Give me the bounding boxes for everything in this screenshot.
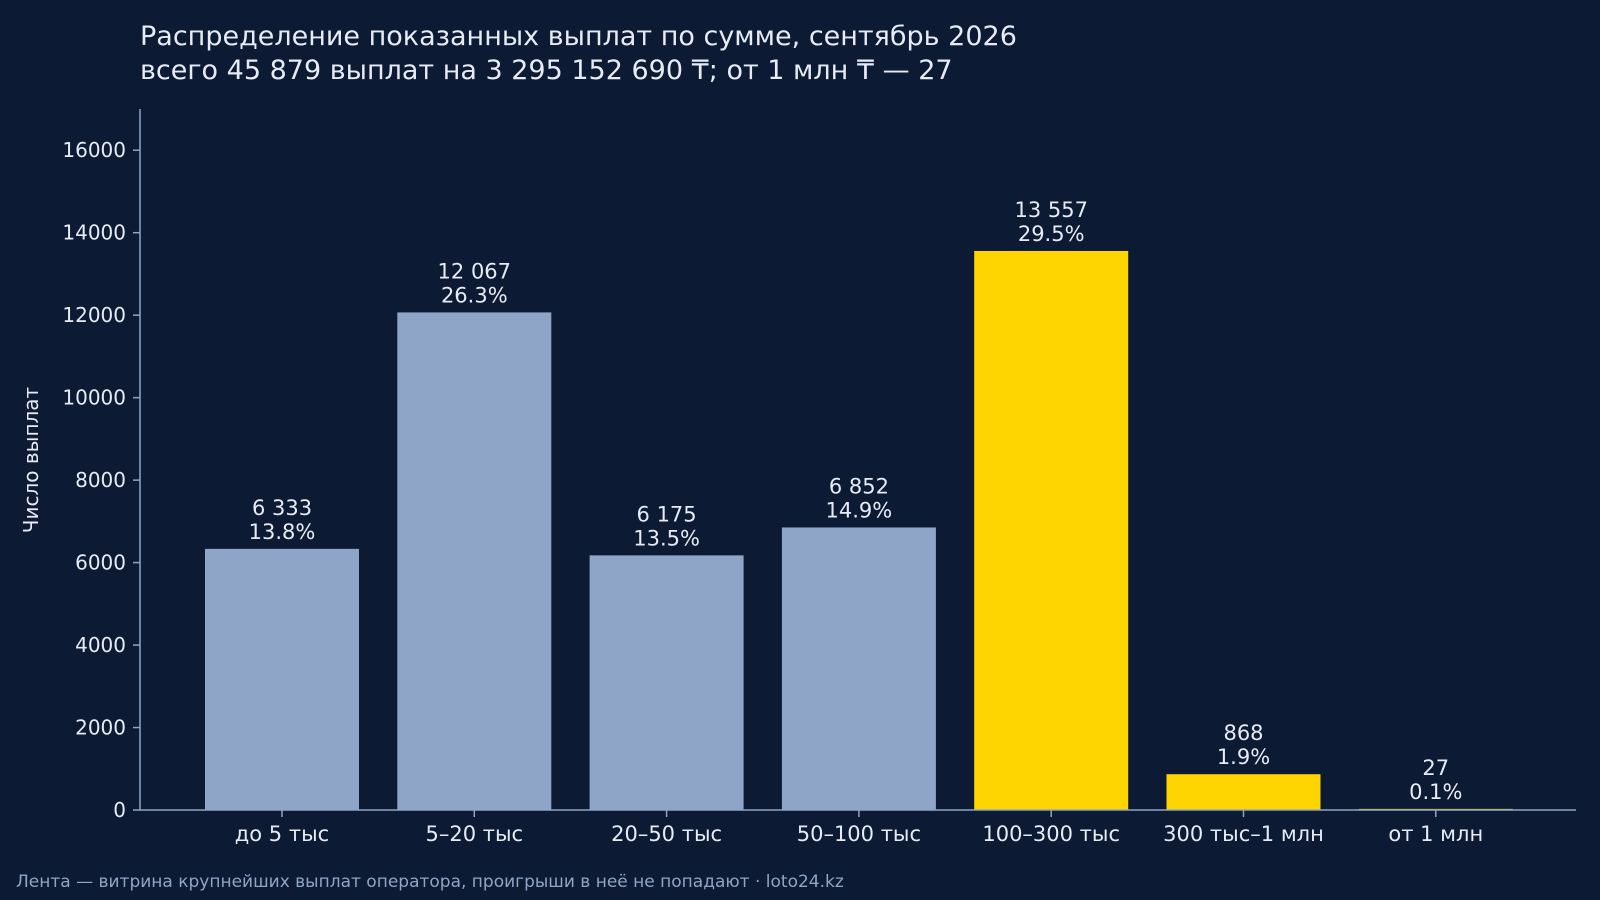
bar-percent-label: 29.5% <box>1018 222 1085 246</box>
bar-value-label: 6 333 <box>252 496 312 520</box>
bar <box>205 548 359 810</box>
footer-note: Лента — витрина крупнейших выплат операт… <box>16 872 844 892</box>
x-axis-ticks: до 5 тыс 5–20 тыс 20–50 тыс 50–100 тыс 100–3… <box>235 810 1483 846</box>
y-axis-ticks: 0 2000 4000 6000 8000 10000 12000 14000 16000 <box>62 138 140 822</box>
bar <box>589 555 744 810</box>
chart-title: Распределение показанных выплат по сумме… <box>140 21 1017 52</box>
bar-value-label: 27 <box>1422 756 1449 780</box>
bar <box>397 312 552 810</box>
bar <box>781 527 936 810</box>
bar-percent-label: 13.5% <box>633 526 700 550</box>
y-tick-label: 12000 <box>62 303 126 327</box>
y-tick-label: 0 <box>113 798 126 822</box>
bar-value-label: 6 175 <box>637 502 697 526</box>
y-axis-label: Число выплат <box>19 386 43 533</box>
y-tick-label: 14000 <box>62 221 126 245</box>
x-tick-label: от 1 млн <box>1388 822 1483 846</box>
x-tick-label: 50–100 тыс <box>797 822 921 846</box>
bar <box>974 250 1129 810</box>
bar-percent-label: 13.8% <box>249 520 316 544</box>
bar-value-label: 868 <box>1223 721 1263 745</box>
x-tick-label: до 5 тыс <box>235 822 329 846</box>
bar-percent-label: 1.9% <box>1217 745 1270 769</box>
y-tick-label: 2000 <box>75 716 126 740</box>
bar-value-label: 6 852 <box>829 474 889 498</box>
bar-value-label: 13 557 <box>1014 198 1087 222</box>
y-tick-label: 4000 <box>75 633 126 657</box>
x-tick-label: 20–50 тыс <box>611 822 722 846</box>
bar-percent-label: 26.3% <box>441 283 508 307</box>
chart-subtitle: всего 45 879 выплат на 3 295 152 690 ₸; … <box>140 55 953 86</box>
x-tick-label: 300 тыс–1 млн <box>1163 822 1324 846</box>
x-tick-label: 5–20 тыс <box>425 822 523 846</box>
bar-percent-label: 14.9% <box>826 498 893 522</box>
x-tick-label: 100–300 тыс <box>982 822 1120 846</box>
y-tick-label: 8000 <box>75 468 126 492</box>
bar-percent-label: 0.1% <box>1409 780 1462 804</box>
y-tick-label: 16000 <box>62 138 126 162</box>
y-tick-label: 10000 <box>62 386 126 410</box>
y-tick-label: 6000 <box>75 551 126 575</box>
bar <box>1166 774 1321 810</box>
bar-value-label: 12 067 <box>438 259 511 283</box>
